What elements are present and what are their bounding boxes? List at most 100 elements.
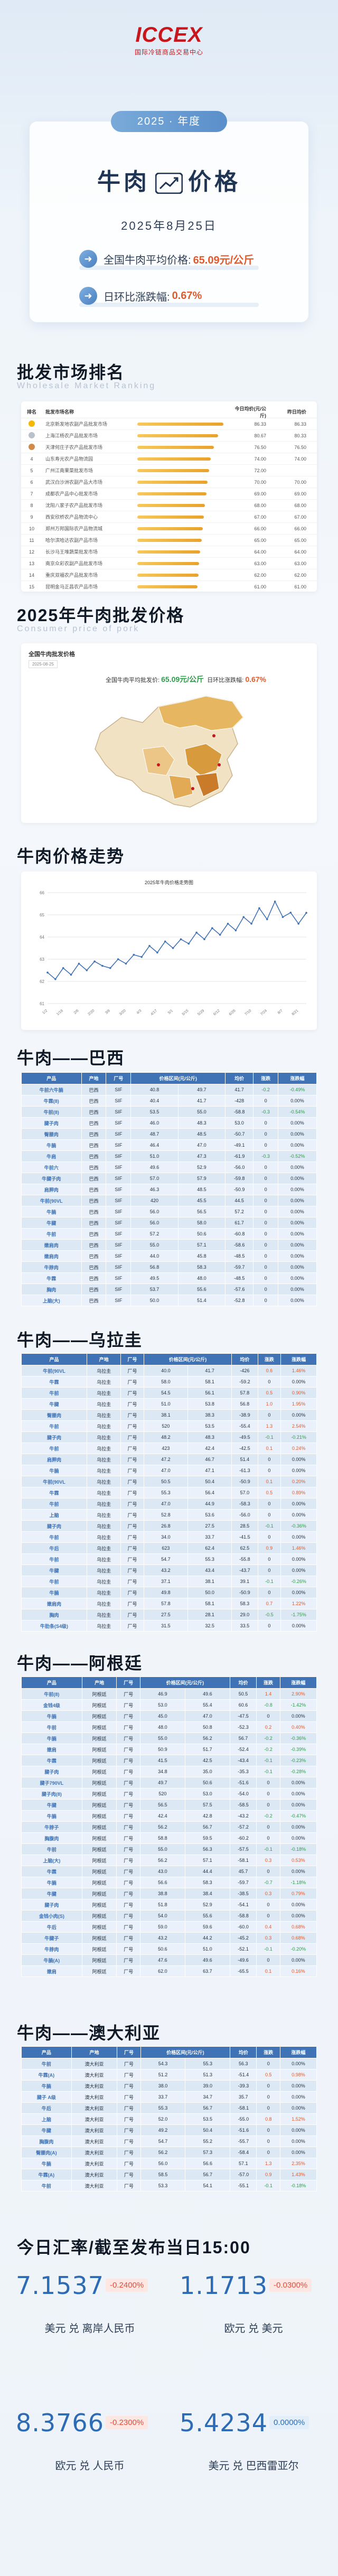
ranking-rank xyxy=(21,443,42,451)
table-cell: 0 xyxy=(257,1509,281,1521)
data-point[interactable] xyxy=(117,958,119,960)
ranking-header-rank: 排名 xyxy=(26,409,36,415)
data-point[interactable] xyxy=(258,907,260,910)
table-cell: 56.2 xyxy=(139,1821,185,1833)
data-point[interactable] xyxy=(54,978,57,980)
ranking-bar-fill xyxy=(137,503,205,507)
product-name: 腱子肉 xyxy=(21,1899,82,1910)
table-row: 肩胛肉 巴西 SIF 46.3 48.5 -50.9 0 0.00% xyxy=(21,1184,317,1195)
table-cell: 0 xyxy=(257,1409,281,1421)
data-point[interactable] xyxy=(70,973,72,976)
argentina-price-table: 产品 产地 厂号 价格区间(元/公斤) 均价 涨跌 涨跌幅 牛前(8) 阿根廷 厂号 46.9 49.… xyxy=(21,1676,317,1977)
data-point[interactable] xyxy=(156,951,158,954)
data-point[interactable] xyxy=(242,916,245,918)
data-point[interactable] xyxy=(281,916,284,918)
product-name: 牛腩 xyxy=(21,1877,82,1888)
table-cell: 0 xyxy=(257,1620,281,1632)
data-point[interactable] xyxy=(101,964,104,967)
table-cell: 56.2 xyxy=(184,1732,230,1744)
ranking-bar xyxy=(137,469,232,472)
table-row: 牛腩 阿根廷 厂号 42.4 42.8 -43.2 -0.2 -0.47% xyxy=(21,1810,317,1822)
table-row: 牛腩 澳大利亚 厂号 38.0 39.0 -39.3 0 0.00% xyxy=(21,2080,317,2092)
table-cell: 厂号 xyxy=(116,1799,140,1811)
data-point[interactable] xyxy=(211,927,213,929)
table-cell: 0 xyxy=(253,1217,279,1229)
price-summary-card xyxy=(30,121,308,322)
data-point[interactable] xyxy=(93,960,96,962)
table-cell: 47.0 xyxy=(143,1465,189,1476)
table-cell: -0.1 xyxy=(256,1766,280,1777)
data-point[interactable] xyxy=(140,956,143,958)
table-cell: SIF xyxy=(106,1095,132,1107)
table-cell: 乌拉圭 xyxy=(86,1553,121,1565)
table-row: 牛腩 阿根廷 厂号 56.6 58.3 -59.7 -0.7 -1.18% xyxy=(21,1877,317,1888)
data-point[interactable] xyxy=(187,942,190,945)
table-cell: -428 xyxy=(225,1095,254,1107)
data-point[interactable] xyxy=(227,923,229,925)
table-header-cell: 产品 xyxy=(21,1676,82,1689)
section-title-uruguay: 牛肉——乌拉圭 xyxy=(17,1331,143,1350)
data-point[interactable] xyxy=(234,929,237,932)
table-cell: 1.46% xyxy=(280,1365,317,1376)
data-point[interactable] xyxy=(172,947,174,949)
map-marker[interactable] xyxy=(212,734,215,737)
map-marker[interactable] xyxy=(218,763,221,766)
table-cell: 55.3 xyxy=(140,2102,186,2114)
table-cell: 55.0 xyxy=(139,1732,185,1744)
x-tick-label: 8/7 xyxy=(277,1009,284,1015)
data-point[interactable] xyxy=(109,967,111,969)
table-cell: 43.2 xyxy=(143,1565,189,1576)
table-cell: 44.9 xyxy=(187,1498,232,1510)
map-panel: 全国牛肉批发价格 2025-08-25 全国牛肉平均批发价: 65.09元/公斤… xyxy=(21,643,317,823)
data-point[interactable] xyxy=(86,969,88,971)
data-point[interactable] xyxy=(305,912,307,914)
data-point[interactable] xyxy=(219,934,221,936)
table-row: 牛前 乌拉圭 厂号 47.0 44.9 -58.3 0 0.00% xyxy=(21,1498,317,1510)
data-point[interactable] xyxy=(266,918,268,921)
data-point[interactable] xyxy=(125,962,127,965)
data-point[interactable] xyxy=(46,971,49,973)
data-point[interactable] xyxy=(180,938,182,940)
map-marker[interactable] xyxy=(191,787,194,790)
table-row: 牛腩 澳大利亚 厂号 56.0 56.6 57.1 1.3 2.35% xyxy=(21,2158,317,2169)
table-cell: -0.36% xyxy=(280,1520,317,1532)
table-cell: SIF xyxy=(106,1239,132,1251)
table-cell: 0 xyxy=(257,1565,281,1576)
table-cell: 0 xyxy=(256,1899,280,1910)
data-point[interactable] xyxy=(250,923,252,925)
table-cell: 0.00% xyxy=(279,1788,317,1800)
data-point[interactable] xyxy=(289,912,292,914)
year-pill: 2025 · 年度 xyxy=(111,111,227,132)
data-point[interactable] xyxy=(148,945,151,947)
map-date-picker[interactable]: 2025-08-25 xyxy=(29,660,58,668)
series-line xyxy=(47,900,307,980)
table-cell: 56.2 xyxy=(140,2147,186,2158)
table-cell: 54.7 xyxy=(143,1553,189,1565)
table-cell: 57.5 xyxy=(184,1799,230,1811)
table-row: 牛腩 阿根廷 厂号 55.0 56.2 56.7 -0.2 -0.36% xyxy=(21,1732,317,1744)
table-cell: -43.7 xyxy=(231,1565,258,1576)
table-cell: 56.7 xyxy=(229,1732,257,1744)
table-row: 上脑 澳大利亚 厂号 52.0 53.5 -55.0 0.8 1.52% xyxy=(21,2113,317,2125)
table-cell: 42.5 xyxy=(184,1755,230,1766)
china-map[interactable] xyxy=(79,686,259,818)
data-point[interactable] xyxy=(133,953,135,956)
data-point[interactable] xyxy=(203,938,205,940)
map-marker[interactable] xyxy=(157,763,160,766)
data-point[interactable] xyxy=(297,923,299,925)
data-point[interactable] xyxy=(164,940,166,943)
table-cell: 巴西 xyxy=(81,1261,107,1273)
ranking-yesterday-price: 67.00 xyxy=(294,514,306,520)
data-point[interactable] xyxy=(62,967,64,969)
table-row: 牛前 乌拉圭 厂号 54.7 55.3 -55.8 0 0.00% xyxy=(21,1553,317,1565)
product-name: 上脑 xyxy=(21,1509,87,1521)
data-point[interactable] xyxy=(274,901,276,903)
product-name: 牛霖 xyxy=(21,1487,87,1498)
table-cell: -0.2 xyxy=(256,1732,280,1744)
table-cell: 31.5 xyxy=(143,1620,189,1632)
data-point[interactable] xyxy=(78,962,80,965)
y-tick-label: 62 xyxy=(40,979,44,984)
ranking-bar-fill xyxy=(137,480,208,484)
table-cell: 厂号 xyxy=(116,1688,140,1700)
data-point[interactable] xyxy=(195,931,198,934)
